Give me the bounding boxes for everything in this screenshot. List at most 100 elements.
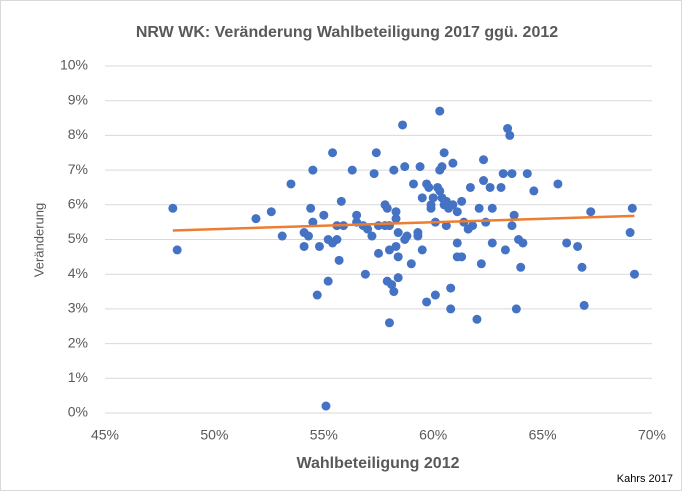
scatter-point: [319, 210, 329, 220]
scatter-point: [507, 221, 517, 231]
scatter-point: [472, 314, 482, 324]
scatter-point: [441, 221, 451, 231]
y-tick-label: 2%: [68, 334, 88, 350]
scatter-point: [579, 300, 589, 310]
scatter-point: [314, 241, 324, 251]
scatter-point: [391, 207, 401, 217]
scatter-point: [367, 231, 377, 241]
scatter-point: [391, 214, 401, 224]
scatter-point: [448, 158, 458, 168]
scatter-point: [516, 262, 526, 272]
scatter-point: [328, 148, 338, 158]
x-tick-label: 50%: [200, 427, 228, 443]
x-tick-label: 60%: [419, 427, 447, 443]
scatter-point: [481, 217, 491, 227]
scatter-point: [518, 238, 528, 248]
scatter-point: [573, 241, 583, 251]
scatter-point: [485, 182, 495, 192]
scatter-point: [398, 120, 408, 130]
scatter-point: [389, 287, 399, 297]
scatter-point: [384, 318, 394, 328]
scatter-point: [522, 169, 532, 179]
scatter-point: [306, 203, 316, 213]
scatter-point: [627, 203, 637, 213]
scatter-point: [374, 248, 383, 258]
x-axis-label: Wahlbeteiligung 2012: [297, 455, 460, 472]
scatter-point: [509, 210, 519, 220]
scatter-point: [507, 169, 517, 179]
y-tick-label: 7%: [68, 161, 88, 177]
scatter-point: [424, 182, 434, 192]
scatter-point: [406, 259, 416, 269]
scatter-point: [465, 182, 475, 192]
y-tick-label: 6%: [68, 196, 88, 212]
y-tick-label: 9%: [68, 91, 88, 107]
x-tick-label: 55%: [310, 427, 338, 443]
scatter-point: [369, 169, 379, 179]
scatter-point: [308, 217, 318, 227]
x-tick-label: 65%: [529, 427, 557, 443]
scatter-point: [479, 176, 489, 186]
scatter-point: [371, 148, 381, 158]
scatter-point: [496, 182, 506, 192]
scatter-point: [389, 165, 399, 175]
scatter-point: [393, 273, 403, 283]
scatter-point: [437, 162, 447, 172]
scatter-point: [446, 283, 456, 293]
scatter-point: [393, 228, 403, 238]
scatter-point: [299, 241, 309, 251]
scatter-point: [457, 252, 467, 262]
scatter-point: [312, 290, 322, 300]
scatter-point: [511, 304, 521, 314]
scatter-point: [417, 245, 427, 255]
scatter-point: [498, 169, 508, 179]
scatter-point: [393, 252, 403, 262]
scatter-point: [577, 262, 587, 272]
scatter-point: [452, 207, 462, 217]
scatter-point: [347, 165, 357, 175]
y-tick-label: 1%: [68, 369, 88, 385]
scatter-point: [487, 238, 497, 248]
scatter-point: [400, 162, 410, 172]
y-tick-label: 3%: [68, 300, 88, 316]
scatter-point: [500, 245, 510, 255]
scatter-point: [625, 228, 635, 238]
scatter-point: [277, 231, 287, 241]
scatter-point: [334, 255, 344, 265]
x-tick-label: 45%: [91, 427, 119, 443]
scatter-point: [336, 196, 346, 206]
scatter-point: [452, 238, 462, 248]
scatter-point: [487, 203, 497, 213]
scatter-point: [391, 241, 401, 251]
scatter-point: [448, 200, 458, 210]
chart-title: NRW WK: Veränderung Wahlbeteiligung 2017…: [136, 24, 558, 41]
scatter-point: [586, 207, 596, 217]
y-axis-label: Veränderung: [31, 203, 46, 277]
scatter-point: [629, 269, 639, 279]
y-tick-label: 5%: [68, 230, 88, 246]
scatter-point: [446, 304, 456, 314]
y-tick-label: 4%: [68, 265, 88, 281]
scatter-point: [505, 130, 515, 140]
scatter-point: [409, 179, 419, 189]
scatter-point: [474, 203, 484, 213]
scatter-point: [435, 186, 445, 196]
scatter-point: [529, 186, 539, 196]
scatter-point: [415, 162, 425, 172]
scatter-point: [286, 179, 296, 189]
scatter-point: [332, 235, 342, 244]
scatter-point: [172, 245, 182, 255]
y-tick-label: 0%: [68, 404, 88, 420]
scatter-point: [360, 269, 370, 279]
source-note: Kahrs 2017: [617, 473, 673, 485]
scatter-point: [503, 123, 513, 133]
scatter-point: [476, 259, 486, 269]
scatter-point: [251, 214, 261, 224]
scatter-point: [387, 280, 397, 290]
scatter-point: [402, 231, 412, 241]
scatter-point: [430, 290, 440, 300]
scatter-point: [266, 207, 276, 217]
scatter-point: [382, 203, 392, 213]
scatter-point: [562, 238, 572, 248]
